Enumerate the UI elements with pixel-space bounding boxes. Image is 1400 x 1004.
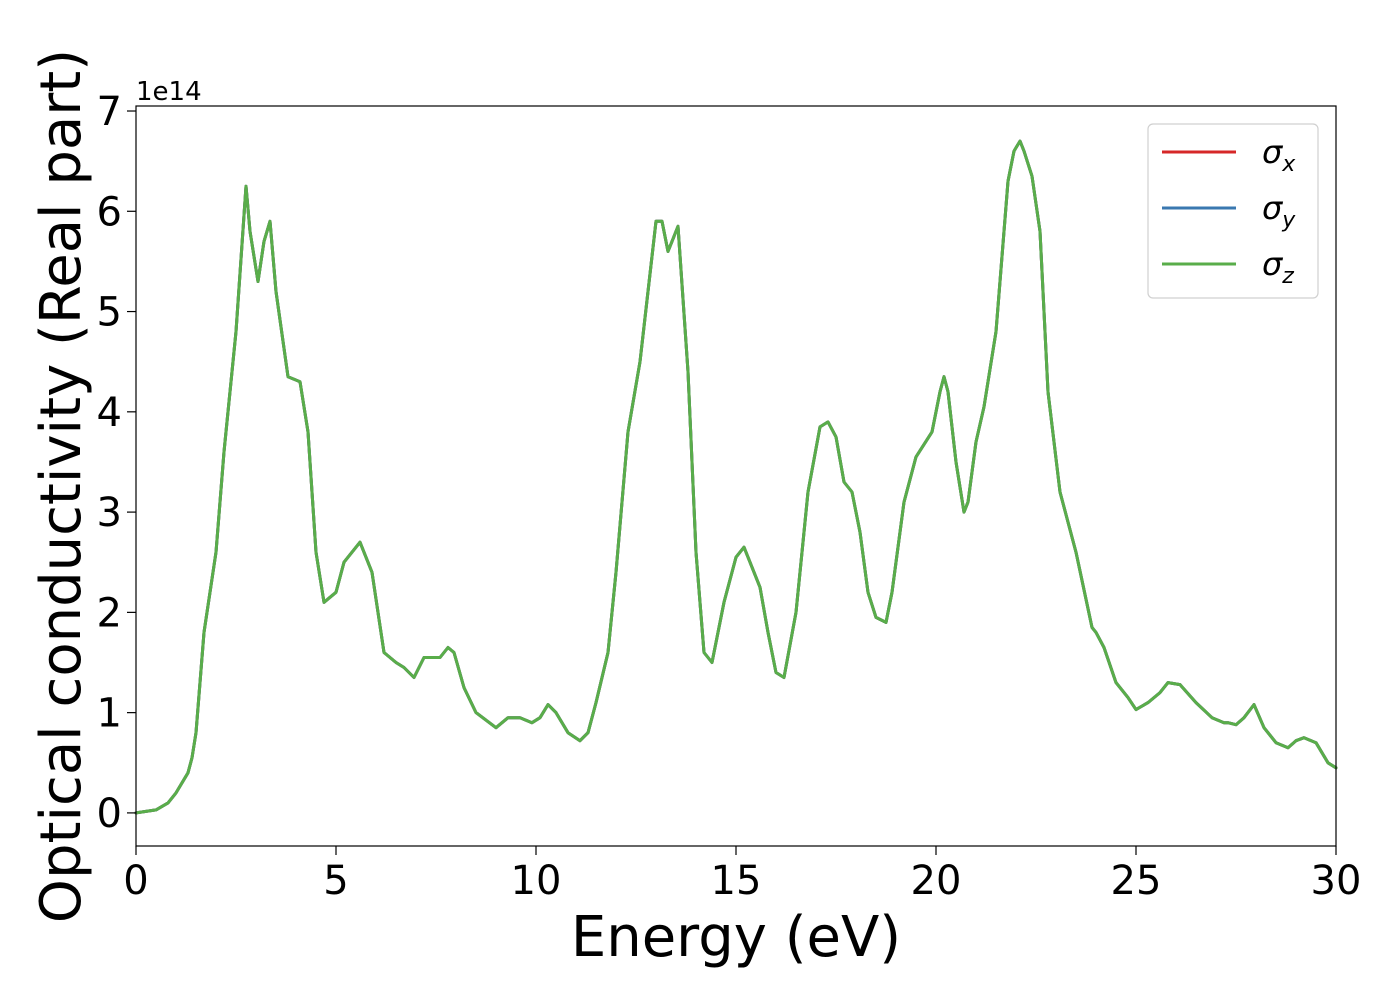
x-tick-label: 20 — [911, 858, 962, 904]
y-tick-label: 2 — [97, 590, 122, 636]
y-axis-title: Optical conductivity (Real part) — [29, 49, 94, 923]
x-tick-label: 0 — [123, 858, 148, 904]
series-line-3 — [134, 139, 1338, 815]
y-tick-label: 0 — [97, 791, 122, 837]
legend-label-3: σz — [1262, 245, 1294, 289]
y-offset-label: 1e14 — [136, 77, 202, 107]
legend-box — [1147, 123, 1319, 299]
x-tick-label: 25 — [1111, 858, 1162, 904]
series-layer — [134, 139, 1338, 815]
y-tick-label: 7 — [97, 89, 122, 135]
y-tick-label: 6 — [97, 189, 122, 235]
y-tick-label: 5 — [97, 290, 122, 336]
y-tick-label: 4 — [97, 390, 122, 436]
x-tick-label: 5 — [323, 858, 348, 904]
legend-label-2: σy — [1262, 189, 1296, 233]
x-tick-label: 10 — [511, 858, 562, 904]
legend: σx σy σz — [1147, 123, 1319, 299]
x-axis-title: Energy (eV) — [571, 905, 901, 970]
x-tick-label: 30 — [1311, 858, 1362, 904]
x-axis-ticks: 0 5 10 15 20 25 30 — [123, 846, 1361, 904]
y-tick-label: 1 — [97, 691, 122, 737]
y-axis-ticks: 0 1 2 3 4 5 6 7 — [97, 89, 136, 837]
legend-label-1: σx — [1262, 133, 1296, 177]
x-tick-label: 15 — [711, 858, 762, 904]
y-tick-label: 3 — [97, 490, 122, 536]
